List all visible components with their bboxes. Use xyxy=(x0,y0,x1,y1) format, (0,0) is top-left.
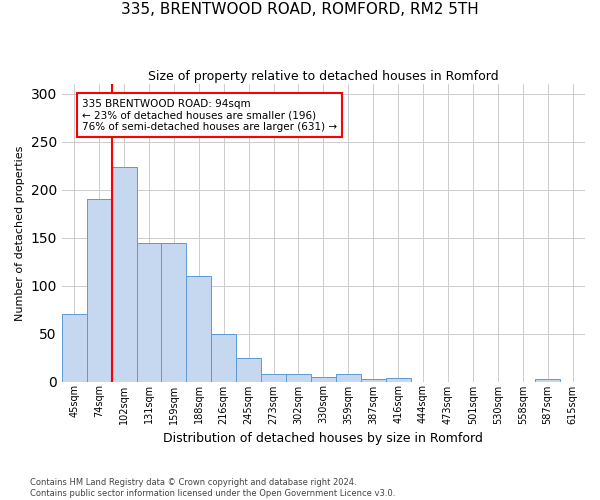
Text: 335, BRENTWOOD ROAD, ROMFORD, RM2 5TH: 335, BRENTWOOD ROAD, ROMFORD, RM2 5TH xyxy=(121,2,479,18)
Text: 335 BRENTWOOD ROAD: 94sqm
← 23% of detached houses are smaller (196)
76% of semi: 335 BRENTWOOD ROAD: 94sqm ← 23% of detac… xyxy=(82,98,337,132)
Bar xyxy=(236,358,261,382)
Bar xyxy=(261,374,286,382)
Bar xyxy=(535,378,560,382)
Bar xyxy=(187,276,211,382)
Bar xyxy=(386,378,410,382)
Text: Contains HM Land Registry data © Crown copyright and database right 2024.
Contai: Contains HM Land Registry data © Crown c… xyxy=(30,478,395,498)
Bar xyxy=(87,200,112,382)
Bar xyxy=(161,244,187,382)
Bar xyxy=(137,244,161,382)
Bar xyxy=(211,334,236,382)
Bar xyxy=(336,374,361,382)
Bar xyxy=(286,374,311,382)
X-axis label: Distribution of detached houses by size in Romford: Distribution of detached houses by size … xyxy=(163,432,484,445)
Title: Size of property relative to detached houses in Romford: Size of property relative to detached ho… xyxy=(148,70,499,83)
Bar xyxy=(361,378,386,382)
Bar xyxy=(62,314,87,382)
Y-axis label: Number of detached properties: Number of detached properties xyxy=(15,145,25,320)
Bar xyxy=(311,376,336,382)
Bar xyxy=(112,166,137,382)
